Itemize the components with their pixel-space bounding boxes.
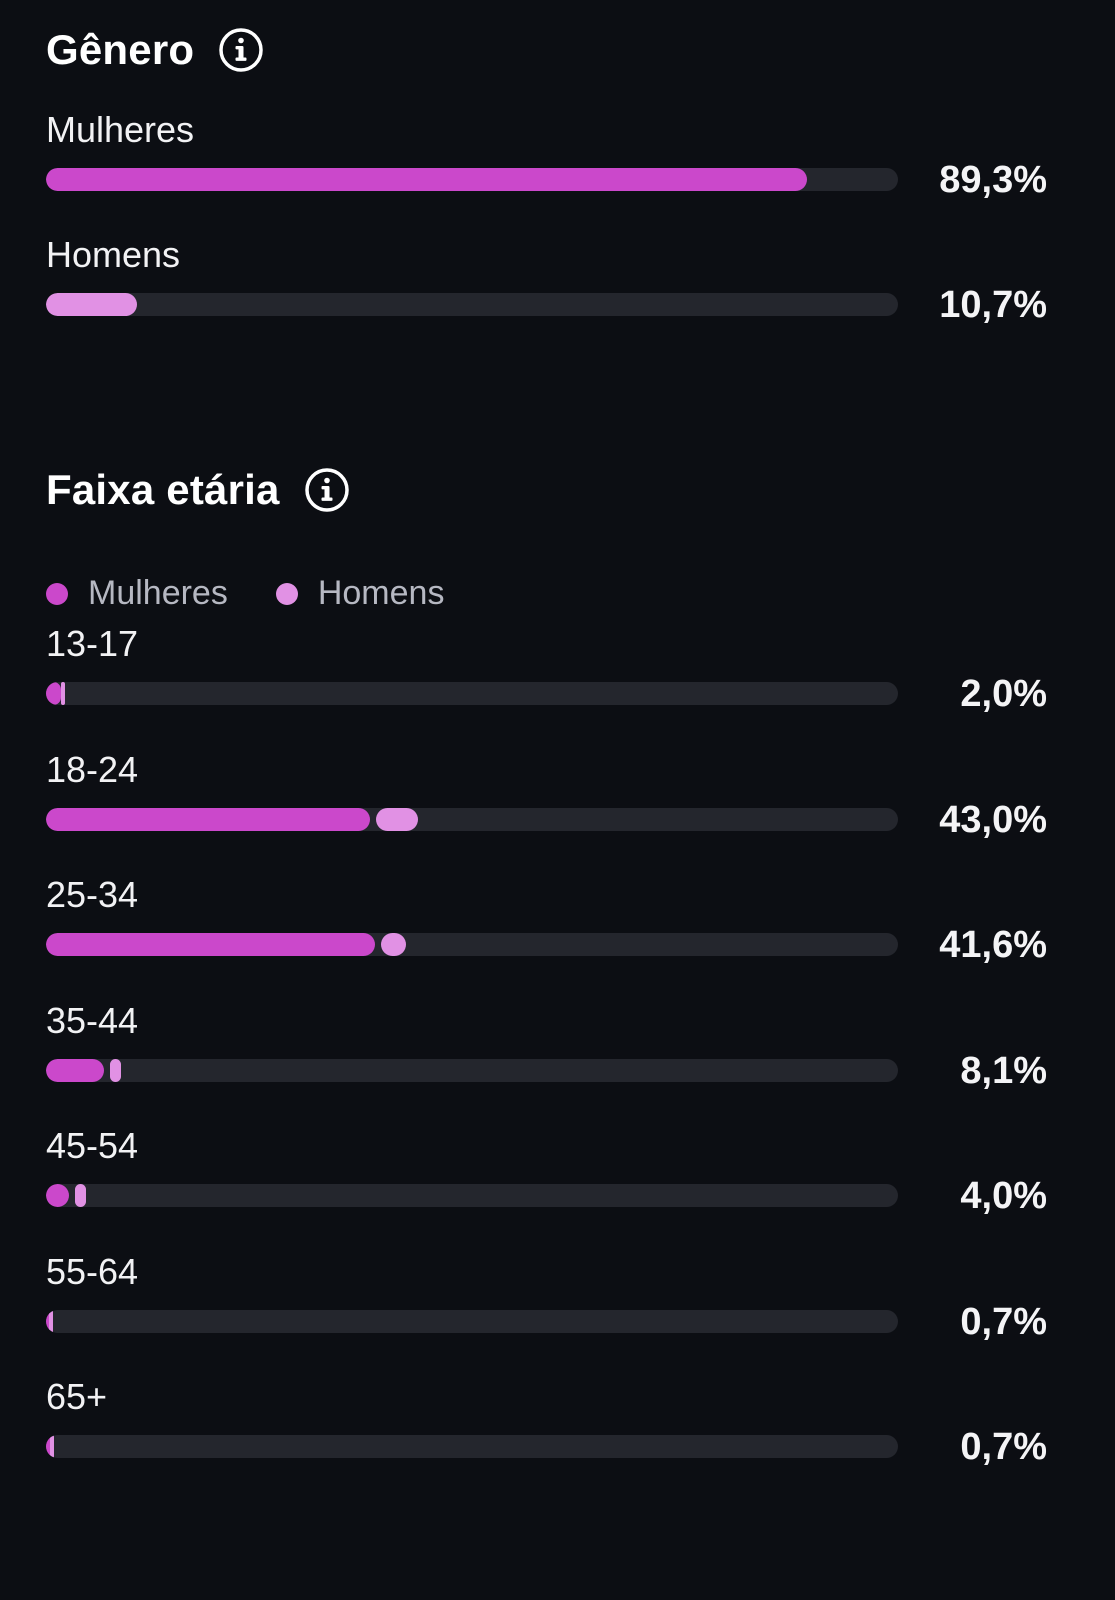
bar-women <box>46 1309 50 1333</box>
legend-item-women: Mulheres <box>46 574 228 613</box>
row-label: 65+ <box>46 1376 108 1417</box>
age-title-row: Faixa etária <box>46 464 1047 516</box>
percentage-label: 41,6% <box>939 924 1047 966</box>
bar-track <box>46 1309 898 1333</box>
bar-track <box>46 1058 898 1082</box>
row-label: 25-34 <box>46 874 139 915</box>
bar-track <box>46 807 898 831</box>
bar-women <box>46 933 375 956</box>
bar-women <box>46 168 807 191</box>
age-title: Faixa etária <box>46 466 280 513</box>
bar-women <box>46 1435 51 1458</box>
bar-men <box>75 1184 87 1207</box>
row-label: 35-44 <box>46 999 139 1041</box>
bar-men <box>46 293 138 316</box>
age-row: 65+ 0,7% <box>46 1375 1047 1485</box>
gender-row: Homens 10,7% <box>46 233 1047 343</box>
age-row: 45-54 4,0% <box>46 1124 1047 1234</box>
percentage-label: 89,3% <box>939 159 1047 201</box>
percentage-label: 0,7% <box>960 1426 1047 1468</box>
age-row: 35-44 8,1% <box>46 999 1047 1109</box>
percentage-label: 43,0% <box>939 798 1047 841</box>
bar-track <box>46 1184 898 1207</box>
legend-label-men: Homens <box>317 574 445 612</box>
age-row: 55-64 0,7% <box>46 1250 1047 1360</box>
info-icon[interactable] <box>304 467 350 513</box>
age-legend: Mulheres Homens <box>46 574 492 613</box>
row-label: 13-17 <box>46 623 139 664</box>
gender-title-row: Gênero <box>46 24 1047 76</box>
bar-men <box>380 933 407 956</box>
bar-track <box>46 293 898 316</box>
bar-track <box>46 1435 898 1458</box>
bar-women <box>46 1184 69 1207</box>
bar-women <box>46 682 62 705</box>
gender-row: Mulheres 89,3% <box>46 108 1047 218</box>
legend-dot-women <box>46 582 68 605</box>
row-label: 45-54 <box>46 1125 139 1166</box>
bar-track <box>46 933 898 956</box>
bar-women <box>46 1058 104 1082</box>
percentage-label: 10,7% <box>939 284 1047 326</box>
percentage-label: 0,7% <box>960 1300 1047 1343</box>
percentage-label: 2,0% <box>960 673 1047 715</box>
legend-label-women: Mulheres <box>88 574 228 612</box>
row-label: Homens <box>46 234 181 275</box>
percentage-label: 8,1% <box>960 1049 1047 1092</box>
bar-track <box>46 682 898 705</box>
bar-men <box>61 682 66 705</box>
age-row: 25-34 41,6% <box>46 873 1047 983</box>
gender-title: Gênero <box>46 26 195 73</box>
bar-men <box>375 807 419 831</box>
row-label: 18-24 <box>46 748 139 790</box>
row-label: 55-64 <box>46 1250 139 1292</box>
bar-men <box>50 1435 55 1458</box>
gender-section: Gênero Mulheres 89,3% Homens 10,7% <box>46 24 1047 354</box>
info-icon[interactable] <box>218 27 264 73</box>
bar-men <box>109 1058 121 1082</box>
bar-track <box>46 168 898 191</box>
legend-dot-men <box>275 582 298 605</box>
age-section: Faixa etária Mulheres Homens 13-17 2,0% 18… <box>46 464 1047 1524</box>
row-label: Mulheres <box>46 109 195 150</box>
bar-men <box>48 1309 53 1333</box>
age-row: 13-17 2,0% <box>46 622 1047 732</box>
legend-item-men: Homens <box>275 574 445 613</box>
percentage-label: 4,0% <box>960 1175 1047 1217</box>
age-row: 18-24 43,0% <box>46 748 1047 858</box>
bar-women <box>46 807 370 831</box>
